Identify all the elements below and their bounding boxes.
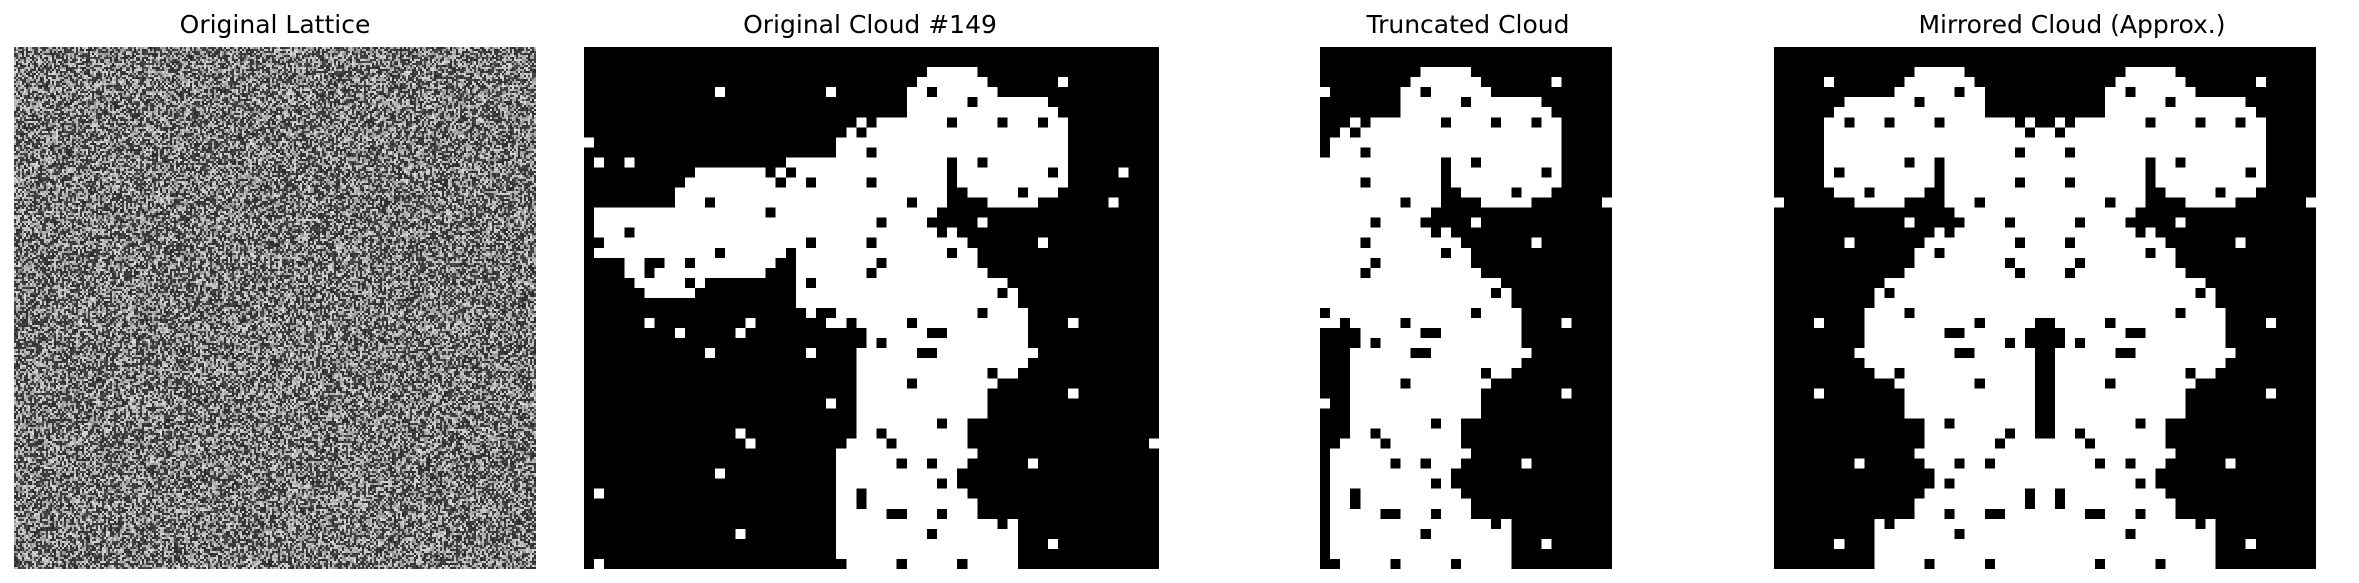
- truncated-cloud-image: [1320, 47, 1612, 569]
- panel-title: Original Cloud #149: [743, 10, 997, 39]
- panel-title: Truncated Cloud: [1366, 10, 1570, 39]
- cloud-image: [584, 47, 1159, 569]
- panel-title: Mirrored Cloud (Approx.): [1918, 10, 2226, 39]
- mirrored-cloud-image: [1774, 47, 2316, 569]
- lattice-noise-image: [14, 47, 536, 569]
- panel-title: Original Lattice: [179, 10, 371, 39]
